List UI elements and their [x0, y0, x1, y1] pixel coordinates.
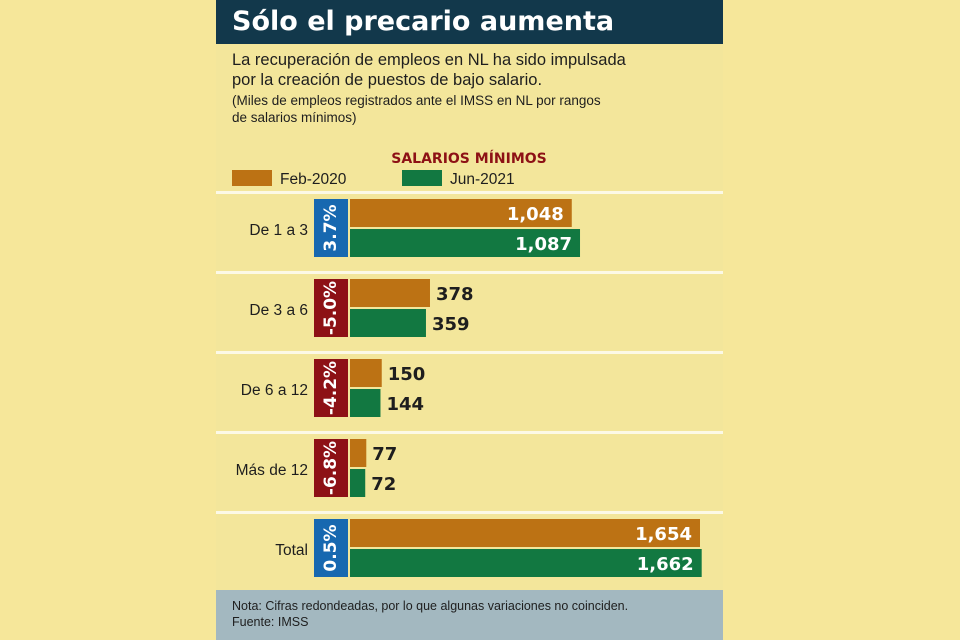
data-label: 1,048	[507, 204, 564, 225]
change-badge	[314, 359, 348, 417]
row-separator	[216, 351, 723, 354]
footer-source: Fuente: IMSS	[232, 615, 309, 629]
page-title: Sólo el precario aumenta	[216, 0, 723, 44]
bar-feb-2020	[350, 519, 700, 547]
data-label: 150	[388, 364, 426, 385]
change-label: -5.0%	[321, 281, 341, 335]
change-label: -6.8%	[321, 441, 341, 495]
data-label: 359	[432, 314, 470, 335]
category-label: De 6 a 12	[241, 382, 308, 399]
legend-label-0: Feb-2020	[280, 171, 347, 188]
legend-label-1: Jun-2021	[450, 171, 515, 188]
row-separator	[216, 271, 723, 274]
infographic-card: Sólo el precario aumenta La recuperación…	[216, 0, 723, 640]
row-separator	[216, 191, 723, 194]
change-badge	[314, 199, 348, 257]
footer: Nota: Cifras redondeadas, por lo que alg…	[216, 590, 723, 640]
intro-text: La recuperación de empleos en NL ha sido…	[232, 50, 712, 126]
footer-note: Nota: Cifras redondeadas, por lo que alg…	[232, 599, 629, 613]
bar-jun-2021	[350, 309, 426, 337]
intro-line-1: La recuperación de empleos en NL ha sido…	[232, 51, 626, 69]
data-label: 1,087	[515, 234, 572, 255]
intro-sub-line-2: de salarios mínimos)	[232, 110, 357, 125]
bar-chart: SALARIOS MÍNIMOS Feb-2020 Jun-2021 De 1 a 3…	[216, 150, 723, 577]
change-badge	[314, 279, 348, 337]
intro-sub-line-1: (Miles de empleos registrados ante el IM…	[232, 93, 601, 108]
row-separator	[216, 431, 723, 434]
bar-feb-2020	[350, 199, 572, 227]
category-label: Más de 12	[236, 462, 308, 479]
row-separator	[216, 511, 723, 514]
bar-jun-2021	[350, 549, 702, 577]
category-label: Total	[275, 542, 308, 559]
data-label: 77	[372, 444, 397, 465]
category-label: De 3 a 6	[249, 302, 308, 319]
bar-feb-2020	[350, 359, 382, 387]
intro-line-2: por la creación de puestos de bajo salar…	[232, 71, 543, 89]
bar-jun-2021	[350, 469, 366, 497]
change-label: 3.7%	[321, 204, 341, 251]
change-badge	[314, 519, 348, 577]
bar-jun-2021	[350, 229, 581, 257]
chart-title: SALARIOS MÍNIMOS	[391, 150, 547, 167]
change-badge	[314, 439, 348, 497]
data-label: 1,662	[637, 554, 694, 575]
bar-feb-2020	[350, 279, 430, 307]
bar-jun-2021	[350, 389, 381, 417]
intro-subtitle: (Miles de empleos registrados ante el IM…	[232, 92, 712, 126]
change-label: -4.2%	[321, 361, 341, 415]
bar-feb-2020	[350, 439, 367, 467]
category-label: De 1 a 3	[249, 222, 308, 239]
data-label: 1,654	[635, 524, 692, 545]
data-label: 144	[386, 394, 424, 415]
data-label: 72	[371, 474, 396, 495]
legend-swatch-1	[402, 170, 442, 186]
change-label: 0.5%	[321, 524, 341, 571]
data-label: 378	[436, 284, 474, 305]
legend-swatch-0	[232, 170, 272, 186]
